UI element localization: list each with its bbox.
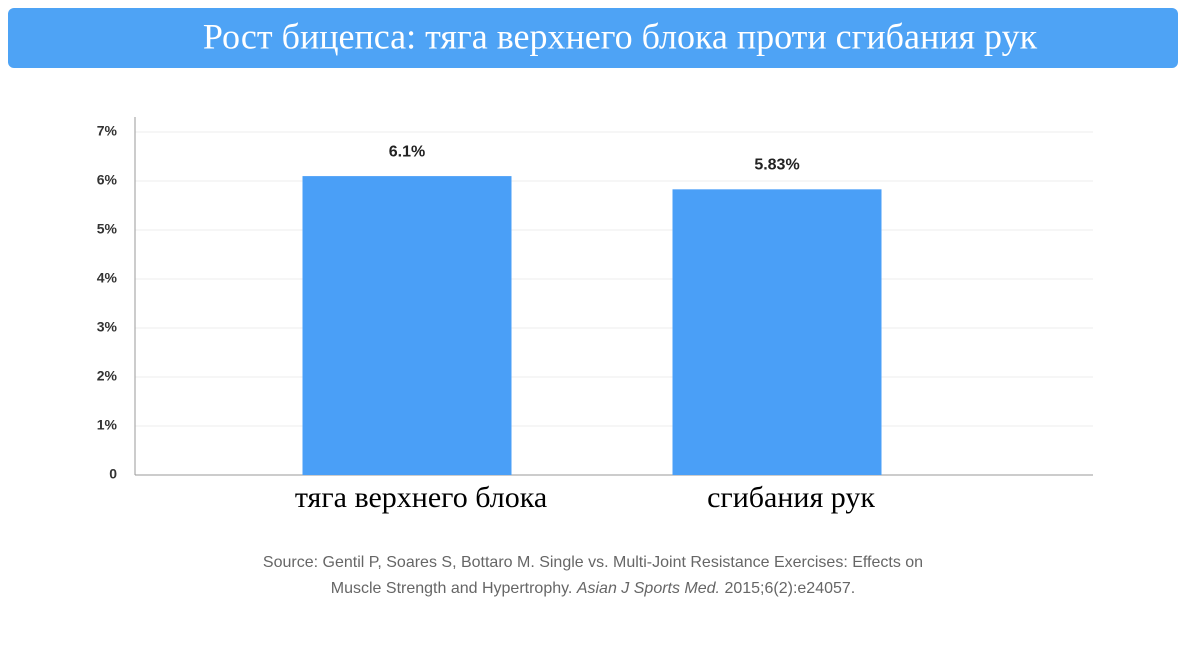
value-label: 6.1% — [389, 143, 425, 160]
source-text: Muscle Strength and Hypertrophy. — [330, 580, 573, 597]
source-journal: Asian J Sports Med. — [576, 580, 720, 597]
chart-title: Рост бицепса: тяга верхнего блока проти … — [203, 16, 1038, 56]
value-label: 5.83% — [754, 157, 799, 174]
y-tick-label: 5% — [97, 221, 118, 237]
y-tick-label: 2% — [97, 368, 118, 384]
source-text: Source: Gentil P, Soares S, Bottaro M. S… — [262, 554, 924, 571]
source: Source: Gentil P, Soares S, Bottaro M. S… — [180, 550, 1006, 602]
y-tick-label: 0 — [109, 466, 117, 482]
y-tick-label: 1% — [97, 417, 118, 433]
bar — [672, 189, 882, 475]
y-tick-label: 4% — [97, 270, 118, 286]
y-tick-label: 3% — [97, 319, 118, 335]
y-tick-label: 7% — [97, 123, 118, 139]
y-tick-label: 6% — [97, 172, 118, 188]
source-text: 2015;6(2):e24057. — [724, 580, 856, 597]
x-tick-label: тяга верхнего блока — [295, 481, 547, 514]
bar — [302, 176, 512, 475]
x-tick-label: сгибания рук — [707, 481, 875, 514]
header-bar — [8, 8, 1178, 68]
